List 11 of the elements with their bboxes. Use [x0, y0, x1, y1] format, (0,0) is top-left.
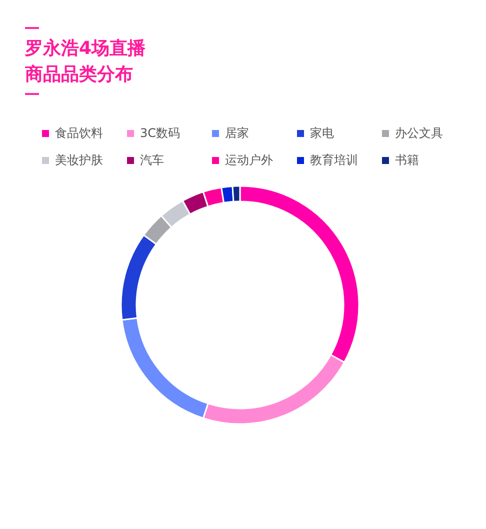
legend-label: 食品饮料 [55, 125, 103, 142]
legend-label: 3C数码 [140, 125, 180, 142]
legend-label: 运动户外 [225, 152, 273, 169]
legend-label: 书籍 [395, 152, 419, 169]
legend-label: 居家 [225, 125, 249, 142]
legend-label: 教育培训 [310, 152, 358, 169]
legend-label: 美妆护肤 [55, 152, 103, 169]
legend-label: 办公文具 [395, 125, 443, 142]
legend-label: 家电 [310, 125, 334, 142]
legend-label: 汽车 [140, 152, 164, 169]
chart-title: 罗永浩4场直播商品品类分布 [25, 37, 147, 87]
